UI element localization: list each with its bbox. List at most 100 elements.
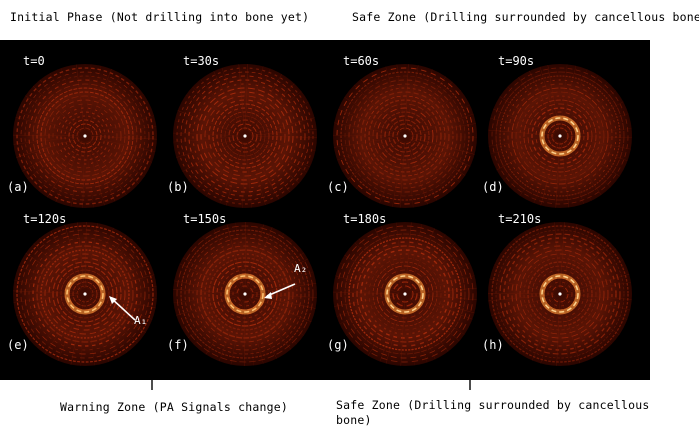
radial-streak: [344, 96, 401, 133]
speckle-ring: [48, 257, 122, 331]
speckle-ring: [523, 99, 597, 173]
arrow-a1: [110, 297, 136, 321]
radial-streak: [16, 137, 80, 158]
speckle-ring: [208, 99, 282, 173]
speckle-ring: [188, 237, 302, 351]
panel-tag: (b): [167, 180, 189, 194]
radial-streak: [39, 79, 82, 132]
speckle-ring: [352, 241, 458, 347]
radial-streak: [173, 136, 240, 143]
radial-streak: [82, 141, 86, 208]
speckle-ring: [344, 75, 466, 197]
panel-g: t=180s (g): [325, 212, 485, 382]
speckle-ring: [216, 107, 274, 165]
speckle-ring: [372, 103, 438, 169]
radial-streak: [47, 140, 83, 198]
speckle-ring: [531, 107, 589, 165]
speckle-ring: [368, 257, 442, 331]
radial-streak: [250, 138, 311, 168]
speckle-ring: [32, 241, 138, 347]
speckle-ring: [204, 253, 286, 335]
speckle-ring: [503, 237, 617, 351]
speckle-ring: [352, 83, 458, 189]
radial-streak: [246, 68, 271, 131]
speckle-ring: [384, 115, 426, 157]
speckle-ring: [24, 233, 146, 355]
radial-streak: [248, 83, 295, 132]
radial-streak: [408, 140, 449, 195]
ultrasound-image: [333, 222, 477, 366]
speckle-ring: [519, 253, 601, 335]
radial-streak: [88, 81, 133, 132]
radial-streak: [338, 109, 400, 135]
speckle-ring: [348, 237, 462, 351]
time-label: t=30s: [183, 54, 220, 68]
radial-streak: [409, 139, 461, 183]
speckle-ring: [228, 119, 262, 153]
center-marker: [558, 134, 562, 138]
panel-tag: (e): [7, 338, 29, 352]
image-grid: t=0 (a) t=30s (b) t=60s (c) t=90s (d) t=120s (e) t…: [0, 40, 650, 380]
arrow-a2: [266, 283, 296, 297]
radial-streak: [248, 140, 291, 193]
warning-zone-label: Warning Zone (PA Signals change): [60, 400, 288, 414]
speckle-ring: [519, 95, 601, 177]
speckle-ring: [336, 67, 474, 205]
speckle-ring: [511, 245, 609, 343]
radial-streak: [90, 137, 156, 152]
panel-tag: (f): [167, 338, 189, 352]
speckle-ring: [376, 265, 434, 323]
speckle-ring: [60, 111, 110, 161]
ultrasound-image: [173, 64, 317, 208]
radial-streak: [49, 72, 83, 131]
radial-streak: [408, 76, 446, 132]
radial-streak: [405, 141, 414, 208]
speckle-ring: [64, 115, 106, 157]
radial-streak: [399, 141, 405, 208]
speckle-ring: [523, 257, 597, 331]
speckle-ring: [515, 249, 605, 339]
radial-streak: [221, 67, 244, 131]
radial-streak: [410, 138, 471, 167]
speckle-ring: [196, 245, 294, 343]
arrow-label-a1: A₁: [134, 314, 148, 327]
speckle-ring: [380, 269, 430, 319]
speckle-ring: [48, 99, 122, 173]
radial-streak: [89, 139, 140, 184]
radial-streak: [88, 140, 127, 196]
radial-streak: [38, 140, 82, 192]
radial-streak: [25, 95, 81, 133]
safe-zone-bottom-label-line1: Safe Zone (Drilling surrounded by cancel…: [336, 398, 650, 412]
radial-streak: [205, 140, 242, 197]
dashed-boundary: [541, 275, 579, 313]
panel-tag: (h): [482, 338, 504, 352]
radial-streak: [334, 122, 400, 136]
radial-streak: [196, 140, 242, 190]
radial-streak: [342, 138, 400, 172]
center-marker: [83, 134, 87, 138]
radial-streak: [410, 113, 474, 135]
time-label: t=180s: [343, 212, 387, 226]
speckle-ring: [551, 127, 569, 145]
speckle-ring: [232, 281, 258, 307]
radial-streak: [87, 141, 116, 202]
radial-streak: [89, 94, 144, 133]
speckle-ring: [232, 123, 258, 149]
radial-streak: [213, 71, 243, 131]
panel-h: t=210s (h): [480, 212, 640, 382]
panel-c: t=60s (c): [325, 54, 485, 224]
panel-tag: (c): [327, 180, 349, 194]
speckle-ring: [212, 261, 278, 327]
radial-streak: [76, 64, 85, 131]
time-label: t=210s: [498, 212, 542, 226]
speckle-ring: [236, 127, 254, 145]
panel-e: t=120s (e): [5, 212, 165, 382]
center-marker: [403, 292, 407, 296]
radial-streak: [406, 141, 428, 205]
speckle-ring: [72, 281, 98, 307]
speckle-ring: [56, 265, 114, 323]
speckle-ring: [180, 229, 310, 359]
speckle-ring: [44, 253, 126, 335]
speckle-ring: [535, 269, 585, 319]
